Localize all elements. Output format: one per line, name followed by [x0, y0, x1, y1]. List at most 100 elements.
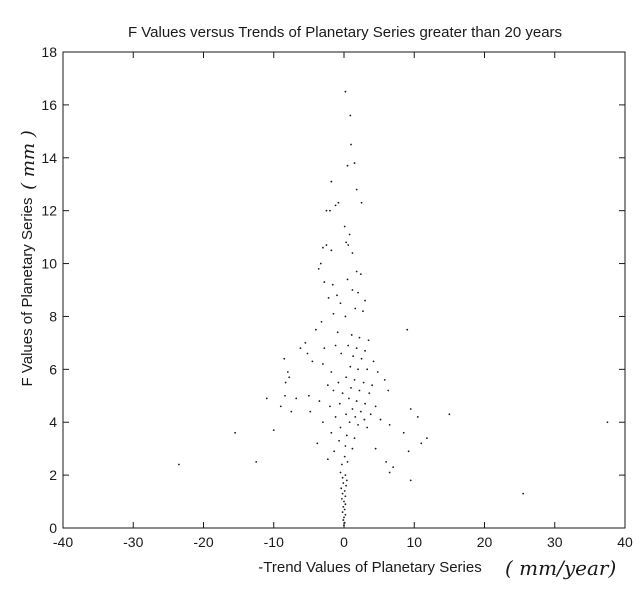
- data-point: [425, 437, 428, 439]
- data-point: [322, 421, 324, 424]
- data-point: [351, 289, 354, 291]
- data-point: [338, 402, 341, 405]
- y-axis-ticks: 0 2 4 6 8 10 12 14 16 18: [41, 44, 625, 536]
- data-point: [346, 460, 349, 463]
- data-point: [448, 413, 451, 416]
- y-tick-label: 14: [41, 150, 57, 166]
- data-point: [279, 405, 282, 408]
- y-tick-label: 18: [41, 44, 57, 60]
- data-point: [333, 450, 336, 453]
- data-point: [340, 487, 343, 490]
- data-point: [283, 357, 286, 360]
- data-point: [360, 201, 363, 204]
- data-point: [331, 283, 334, 286]
- data-point: [371, 384, 373, 387]
- data-point: [366, 368, 369, 371]
- data-point: [323, 347, 326, 350]
- data-point: [343, 455, 346, 458]
- data-point: [341, 392, 344, 395]
- x-axis-unit-annotation: ( mm/year): [505, 556, 616, 580]
- y-tick-label: 4: [49, 414, 57, 430]
- data-point: [334, 204, 337, 207]
- data-point: [355, 270, 358, 273]
- data-point: [317, 267, 320, 270]
- data-point: [358, 389, 361, 392]
- data-point: [407, 450, 410, 453]
- data-point: [369, 413, 372, 416]
- y-tick-label: 10: [41, 256, 57, 272]
- data-point: [344, 495, 347, 498]
- data-point: [606, 421, 609, 424]
- data-point: [286, 371, 289, 373]
- data-point: [357, 291, 359, 294]
- data-point: [330, 249, 333, 252]
- data-point: [336, 331, 339, 334]
- y-tick-label: 2: [49, 467, 57, 483]
- data-point: [376, 371, 379, 373]
- data-point: [355, 400, 358, 402]
- data-point: [363, 418, 366, 421]
- data-point: [350, 334, 353, 336]
- data-point: [416, 416, 419, 418]
- data-point: [322, 363, 324, 365]
- y-axis-unit-annotation: ( mm ): [18, 130, 39, 190]
- data-point: [323, 281, 326, 283]
- data-point: [329, 209, 331, 212]
- data-point: [343, 225, 346, 228]
- data-point: [345, 484, 348, 487]
- data-point: [299, 347, 302, 350]
- data-point: [345, 479, 348, 482]
- x-tick-label: 10: [406, 534, 422, 550]
- data-point: [409, 408, 412, 410]
- data-point: [344, 503, 347, 506]
- data-point: [357, 423, 359, 426]
- data-point: [255, 460, 258, 463]
- y-tick-label: 6: [49, 361, 57, 377]
- data-point: [402, 431, 405, 434]
- data-point: [392, 466, 395, 469]
- data-point: [368, 392, 371, 395]
- data-point: [318, 400, 321, 402]
- data-point: [325, 209, 328, 212]
- data-point: [362, 381, 365, 384]
- data-point: [354, 416, 357, 418]
- data-point: [350, 386, 352, 389]
- data-point: [265, 397, 268, 400]
- data-point: [353, 379, 356, 381]
- data-point: [332, 312, 335, 315]
- data-point: [374, 447, 377, 450]
- data-point: [358, 336, 361, 339]
- data-point: [329, 405, 331, 408]
- data-point: [284, 381, 287, 384]
- data-point: [337, 381, 340, 384]
- data-point: [295, 397, 298, 400]
- data-point: [344, 90, 347, 93]
- data-point: [326, 384, 329, 387]
- data-point: [354, 307, 357, 310]
- data-point: [343, 524, 345, 527]
- data-point: [362, 310, 364, 313]
- data-point: [342, 505, 345, 508]
- data-point: [315, 328, 317, 331]
- data-point: [343, 508, 346, 511]
- data-point: [406, 328, 409, 331]
- data-point: [326, 458, 329, 461]
- data-point: [307, 394, 310, 397]
- data-point: [343, 521, 346, 524]
- data-point: [353, 437, 356, 439]
- data-point: [353, 162, 356, 164]
- data-point: [357, 368, 359, 371]
- data-point: [360, 357, 363, 360]
- data-point: [409, 479, 412, 482]
- data-point: [385, 460, 388, 463]
- chart-title: F Values versus Trends of Planetary Seri…: [128, 24, 562, 41]
- data-point: [337, 201, 340, 204]
- data-point: [343, 516, 345, 519]
- data-point: [290, 410, 293, 413]
- data-point: [351, 408, 354, 410]
- data-point: [304, 341, 307, 344]
- x-tick-label: 40: [617, 534, 633, 550]
- data-point: [316, 442, 319, 445]
- data-point: [338, 439, 340, 442]
